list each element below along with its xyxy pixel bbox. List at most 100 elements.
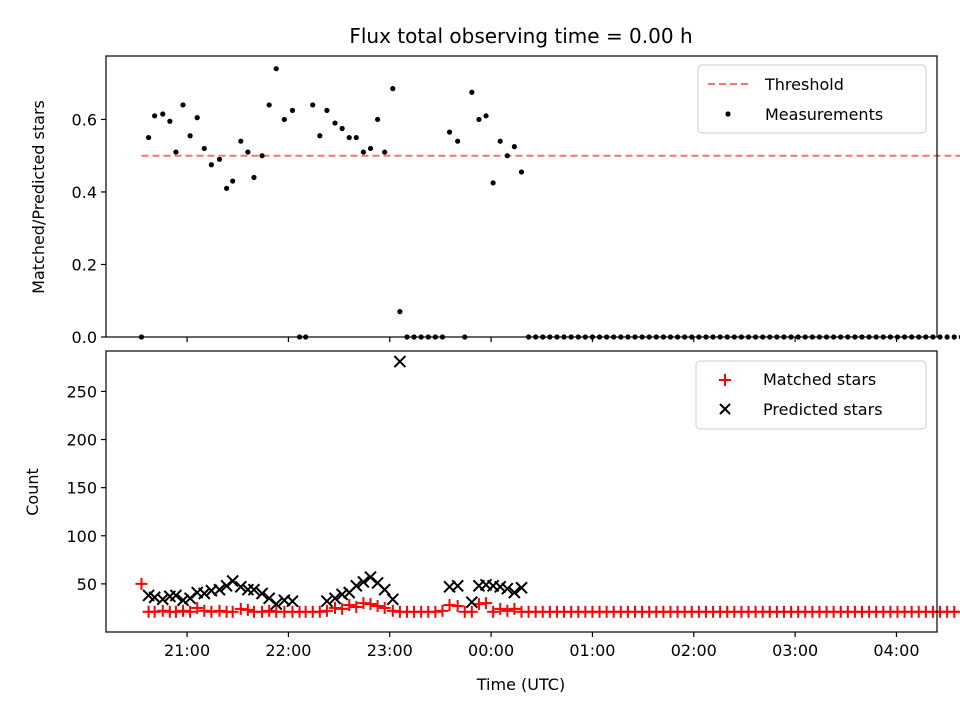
measurement-point	[180, 102, 186, 108]
predicted-star-point	[320, 594, 334, 608]
predicted-star-point	[213, 583, 226, 596]
predicted-star-point	[451, 579, 464, 593]
measurement-point	[238, 138, 244, 144]
x-tick-label: 21:00	[164, 641, 210, 660]
predicted-star-point	[286, 594, 299, 608]
x-tick-label: 03:00	[772, 641, 818, 660]
predicted-star-point	[176, 594, 190, 607]
bottom-panel-frame	[105, 350, 938, 633]
measurement-point	[455, 138, 461, 144]
top-panel-ticks: 0.0 0.2 0.4 0.6	[72, 110, 898, 347]
predicted-star-point	[335, 588, 349, 601]
matched-star-point	[135, 577, 148, 590]
measurement-point	[245, 149, 251, 155]
matched-star-point	[320, 604, 333, 617]
predicted-star-point	[357, 575, 370, 589]
measurement-point	[216, 156, 223, 162]
matched-star-point	[241, 603, 254, 616]
measurement-point	[504, 153, 510, 159]
measurement-point	[289, 107, 296, 113]
bottom-y-tick-label: 50	[77, 575, 97, 594]
matched-star-point	[364, 598, 377, 611]
predicted-star-point	[234, 580, 247, 593]
matched-star-point	[501, 604, 514, 617]
predicted-star-point	[501, 582, 514, 595]
measurement-point	[167, 118, 173, 124]
top-y-tick-label: 0.4	[72, 183, 97, 202]
predicted-star-point	[255, 587, 269, 600]
measurement-point	[160, 111, 166, 117]
measurement-point	[360, 149, 367, 155]
matched-star-point	[487, 605, 500, 618]
bottom-y-tick-label: 250	[66, 382, 97, 401]
measurement-point	[310, 102, 316, 108]
matched-star-point	[371, 600, 384, 613]
x-tick-label: 01:00	[569, 641, 615, 660]
legend-measurements-swatch	[725, 111, 731, 117]
bottom-y-tick-label: 100	[66, 527, 97, 546]
measurement-point	[281, 116, 287, 123]
legend-measurements-label: Measurements	[765, 105, 883, 124]
measurement-point	[346, 134, 352, 141]
predicted-star-point	[198, 587, 211, 600]
bottom-y-axis-label: Count	[23, 468, 42, 516]
top-legend: Threshold Measurements	[697, 64, 927, 134]
matched-star-point	[508, 602, 521, 615]
bottom-y-tick-label: 200	[66, 431, 97, 450]
predicted-star-point	[247, 583, 261, 596]
measurement-point	[173, 149, 179, 155]
measurement-point	[230, 178, 236, 184]
legend-threshold-label: Threshold	[764, 75, 844, 94]
measurement-point	[446, 129, 453, 135]
matched-star-point	[336, 602, 349, 615]
measurement-point	[317, 133, 323, 139]
matched-star-point	[343, 599, 356, 612]
matched-star-point	[184, 605, 197, 618]
predicted-star-point	[350, 579, 363, 593]
measurement-point	[223, 185, 230, 191]
predicted-star-point	[226, 574, 239, 588]
x-tick-label: 00:00	[468, 641, 514, 660]
top-panel: 0.0 0.2 0.4 0.6 Matched/Predicted stars Thr…	[29, 55, 960, 347]
measurement-point	[259, 153, 265, 159]
x-tick-label: 22:00	[265, 641, 311, 660]
bottom-legend-box	[695, 360, 927, 430]
measurement-point	[476, 116, 482, 123]
measurement-point	[382, 149, 388, 155]
measurement-point	[201, 145, 207, 152]
top-y-tick-label: 0.2	[72, 255, 97, 274]
measurement-point	[374, 116, 381, 123]
legend-matched-swatch	[719, 374, 731, 386]
top-y-tick-label: 0.0	[72, 328, 97, 347]
predicted-star-point	[270, 597, 283, 611]
matched-star-point	[465, 605, 478, 618]
measurement-point	[273, 66, 279, 72]
measurement-point	[251, 174, 257, 181]
predicted-star-point	[378, 583, 391, 596]
predicted-star-point	[156, 593, 169, 606]
legend-predicted-label: Predicted stars	[763, 400, 883, 419]
predicted-star-point	[508, 586, 521, 599]
matched-star-point	[191, 601, 204, 614]
measurement-point	[152, 113, 158, 119]
measurement-point	[511, 144, 518, 150]
measurement-point	[490, 180, 496, 186]
measurement-point	[266, 102, 272, 108]
predicted-star-point	[465, 595, 479, 609]
bottom-panel-ticks: 50 100 150 200 250 21:00 22:00 23:00 00:00 01:00 0…	[66, 382, 919, 660]
top-panel-data	[138, 66, 960, 340]
measurement-point	[944, 334, 950, 340]
matched-star-point	[378, 601, 391, 614]
legend-matched-label: Matched stars	[763, 370, 876, 389]
top-y-axis-label: Matched/Predicted stars	[29, 100, 48, 294]
measurement-point	[324, 107, 330, 113]
chart-title: Flux total observing time = 0.00 h	[349, 24, 692, 48]
measurement-point	[339, 125, 345, 132]
measurement-point	[332, 120, 338, 126]
top-legend-box	[697, 64, 927, 134]
measurement-point	[353, 134, 359, 141]
measurement-point	[497, 138, 503, 144]
predicted-star-point	[386, 593, 400, 606]
x-axis-label: Time (UTC)	[476, 675, 565, 694]
